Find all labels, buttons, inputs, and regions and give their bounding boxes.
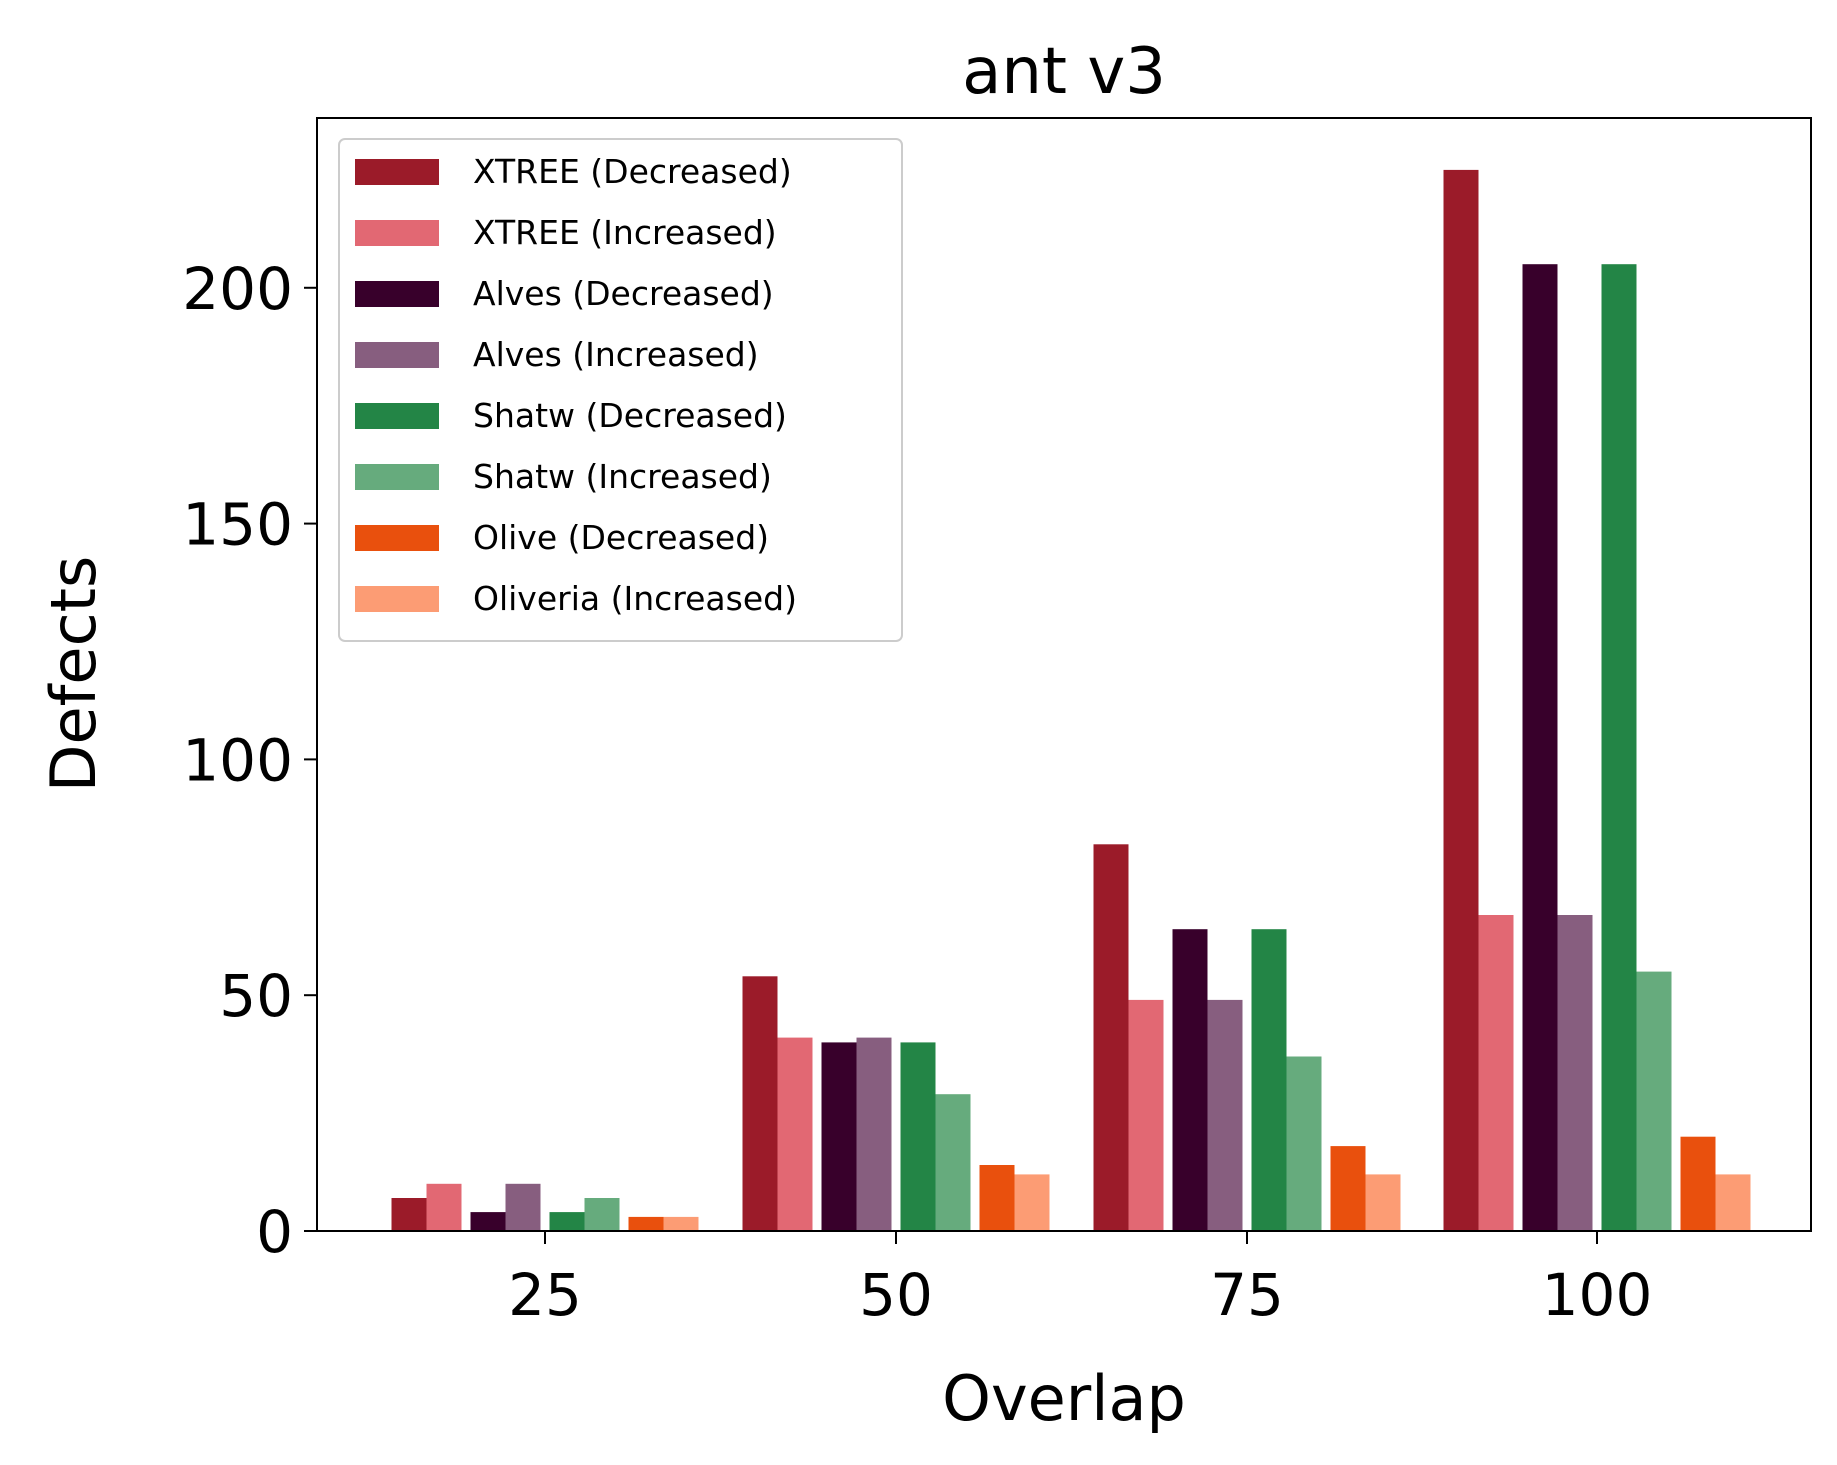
bar-xtree-increased-50 <box>777 1037 813 1231</box>
y-tick-label: 100 <box>182 726 293 794</box>
y-tick-label: 150 <box>182 491 293 559</box>
legend-label: Shatw (Decreased) <box>473 396 787 435</box>
bar-alves-decreased-75 <box>1172 929 1208 1231</box>
bar-oliveria-increased-100 <box>1715 1174 1751 1231</box>
x-axis: 25 50 75 100 <box>508 1231 1652 1329</box>
legend-swatch <box>355 159 439 185</box>
bar-shatw-increased-100 <box>1636 971 1672 1231</box>
bar-xtree-decreased-25 <box>391 1198 427 1231</box>
x-tick-label: 50 <box>859 1261 933 1329</box>
legend-label: Alves (Increased) <box>473 335 759 374</box>
legend-swatch <box>355 525 439 551</box>
y-axis-label: Defects <box>37 556 110 793</box>
plot-area <box>391 169 1751 1231</box>
legend-label: Oliveria (Increased) <box>473 579 797 618</box>
legend-label: XTREE (Increased) <box>473 213 777 252</box>
legend-swatch <box>355 220 439 246</box>
y-tick-label: 50 <box>219 962 293 1030</box>
bar-shatw-decreased-50 <box>900 1042 936 1231</box>
x-tick-label: 100 <box>1542 1261 1653 1329</box>
bar-alves-decreased-50 <box>821 1042 857 1231</box>
legend-swatch <box>355 281 439 307</box>
bar-alves-decreased-25 <box>470 1212 506 1231</box>
bar-shatw-decreased-100 <box>1601 264 1637 1231</box>
bar-shatw-increased-75 <box>1286 1056 1322 1231</box>
x-axis-label: Overlap <box>942 1362 1186 1435</box>
legend: XTREE (Decreased) XTREE (Increased) Alves … <box>338 138 903 642</box>
x-tick-label: 25 <box>508 1261 582 1329</box>
legend-label: Alves (Decreased) <box>473 274 774 313</box>
bar-oliveria-increased-50 <box>1014 1174 1050 1231</box>
legend-swatch <box>355 403 439 429</box>
bar-shatw-increased-25 <box>584 1198 620 1231</box>
bar-xtree-increased-25 <box>426 1183 462 1231</box>
bar-alves-increased-50 <box>856 1037 892 1231</box>
legend-swatch <box>355 464 439 490</box>
legend-swatch <box>355 342 439 368</box>
legend-label: Shatw (Increased) <box>473 457 772 496</box>
bar-xtree-increased-75 <box>1128 999 1164 1231</box>
chart-title: ant v3 <box>962 35 1166 109</box>
plot-frame <box>316 117 1812 1232</box>
bar-oliveria-increased-75 <box>1365 1174 1401 1231</box>
bar-shatw-increased-50 <box>935 1094 971 1231</box>
bar-shatw-decreased-75 <box>1251 929 1287 1231</box>
bar-xtree-decreased-75 <box>1093 844 1129 1231</box>
legend-label: XTREE (Decreased) <box>473 152 792 191</box>
legend-swatch <box>355 586 439 612</box>
bar-xtree-decreased-50 <box>742 976 778 1231</box>
legend-label: Olive (Decreased) <box>473 518 769 557</box>
bar-xtree-decreased-100 <box>1443 169 1479 1231</box>
bar-oliveria-increased-25 <box>663 1216 699 1231</box>
bar-alves-increased-75 <box>1207 999 1243 1231</box>
bar-alves-increased-100 <box>1557 915 1593 1231</box>
bar-alves-increased-25 <box>505 1183 541 1231</box>
bar-olive-decreased-100 <box>1680 1136 1716 1231</box>
legend-box <box>338 138 903 642</box>
bar-xtree-increased-100 <box>1478 915 1514 1231</box>
y-tick-label: 200 <box>182 255 293 323</box>
bar-olive-decreased-25 <box>628 1216 664 1231</box>
y-axis: 0 50 100 150 200 <box>182 255 317 1266</box>
bar-olive-decreased-50 <box>979 1165 1015 1231</box>
bar-olive-decreased-75 <box>1330 1146 1366 1231</box>
x-tick-label: 75 <box>1210 1261 1284 1329</box>
y-tick-label: 0 <box>256 1198 293 1266</box>
bar-shatw-decreased-25 <box>549 1212 585 1231</box>
bar-alves-decreased-100 <box>1522 264 1558 1231</box>
